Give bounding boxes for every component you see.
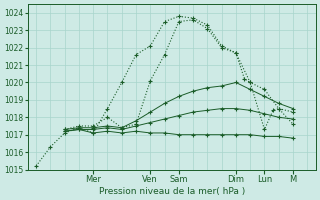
X-axis label: Pression niveau de la mer( hPa ): Pression niveau de la mer( hPa ) — [99, 187, 245, 196]
